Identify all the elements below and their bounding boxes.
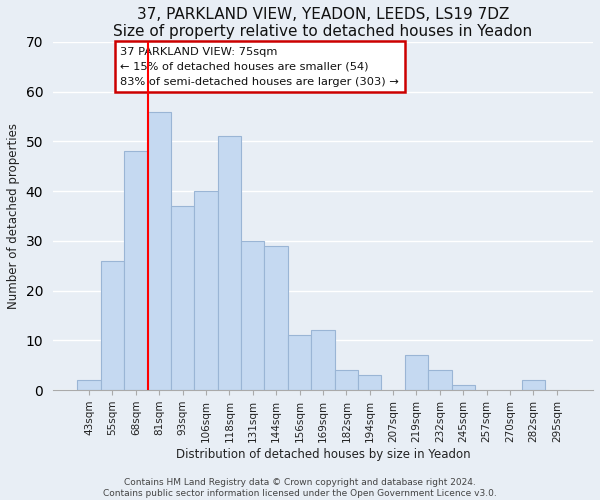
Bar: [124, 152, 148, 390]
Y-axis label: Number of detached properties: Number of detached properties: [7, 123, 20, 309]
Bar: [218, 136, 241, 390]
X-axis label: Distribution of detached houses by size in Yeadon: Distribution of detached houses by size …: [176, 448, 470, 460]
Bar: [335, 370, 358, 390]
Text: Contains HM Land Registry data © Crown copyright and database right 2024.
Contai: Contains HM Land Registry data © Crown c…: [103, 478, 497, 498]
Bar: [405, 356, 428, 390]
Bar: [148, 112, 171, 390]
Bar: [358, 375, 382, 390]
Bar: [522, 380, 545, 390]
Bar: [101, 261, 124, 390]
Bar: [452, 385, 475, 390]
Bar: [241, 241, 265, 390]
Bar: [265, 246, 288, 390]
Bar: [288, 336, 311, 390]
Bar: [171, 206, 194, 390]
Text: 37 PARKLAND VIEW: 75sqm
← 15% of detached houses are smaller (54)
83% of semi-de: 37 PARKLAND VIEW: 75sqm ← 15% of detache…: [121, 47, 399, 86]
Bar: [77, 380, 101, 390]
Bar: [311, 330, 335, 390]
Title: 37, PARKLAND VIEW, YEADON, LEEDS, LS19 7DZ
Size of property relative to detached: 37, PARKLAND VIEW, YEADON, LEEDS, LS19 7…: [113, 7, 533, 40]
Bar: [428, 370, 452, 390]
Bar: [194, 191, 218, 390]
